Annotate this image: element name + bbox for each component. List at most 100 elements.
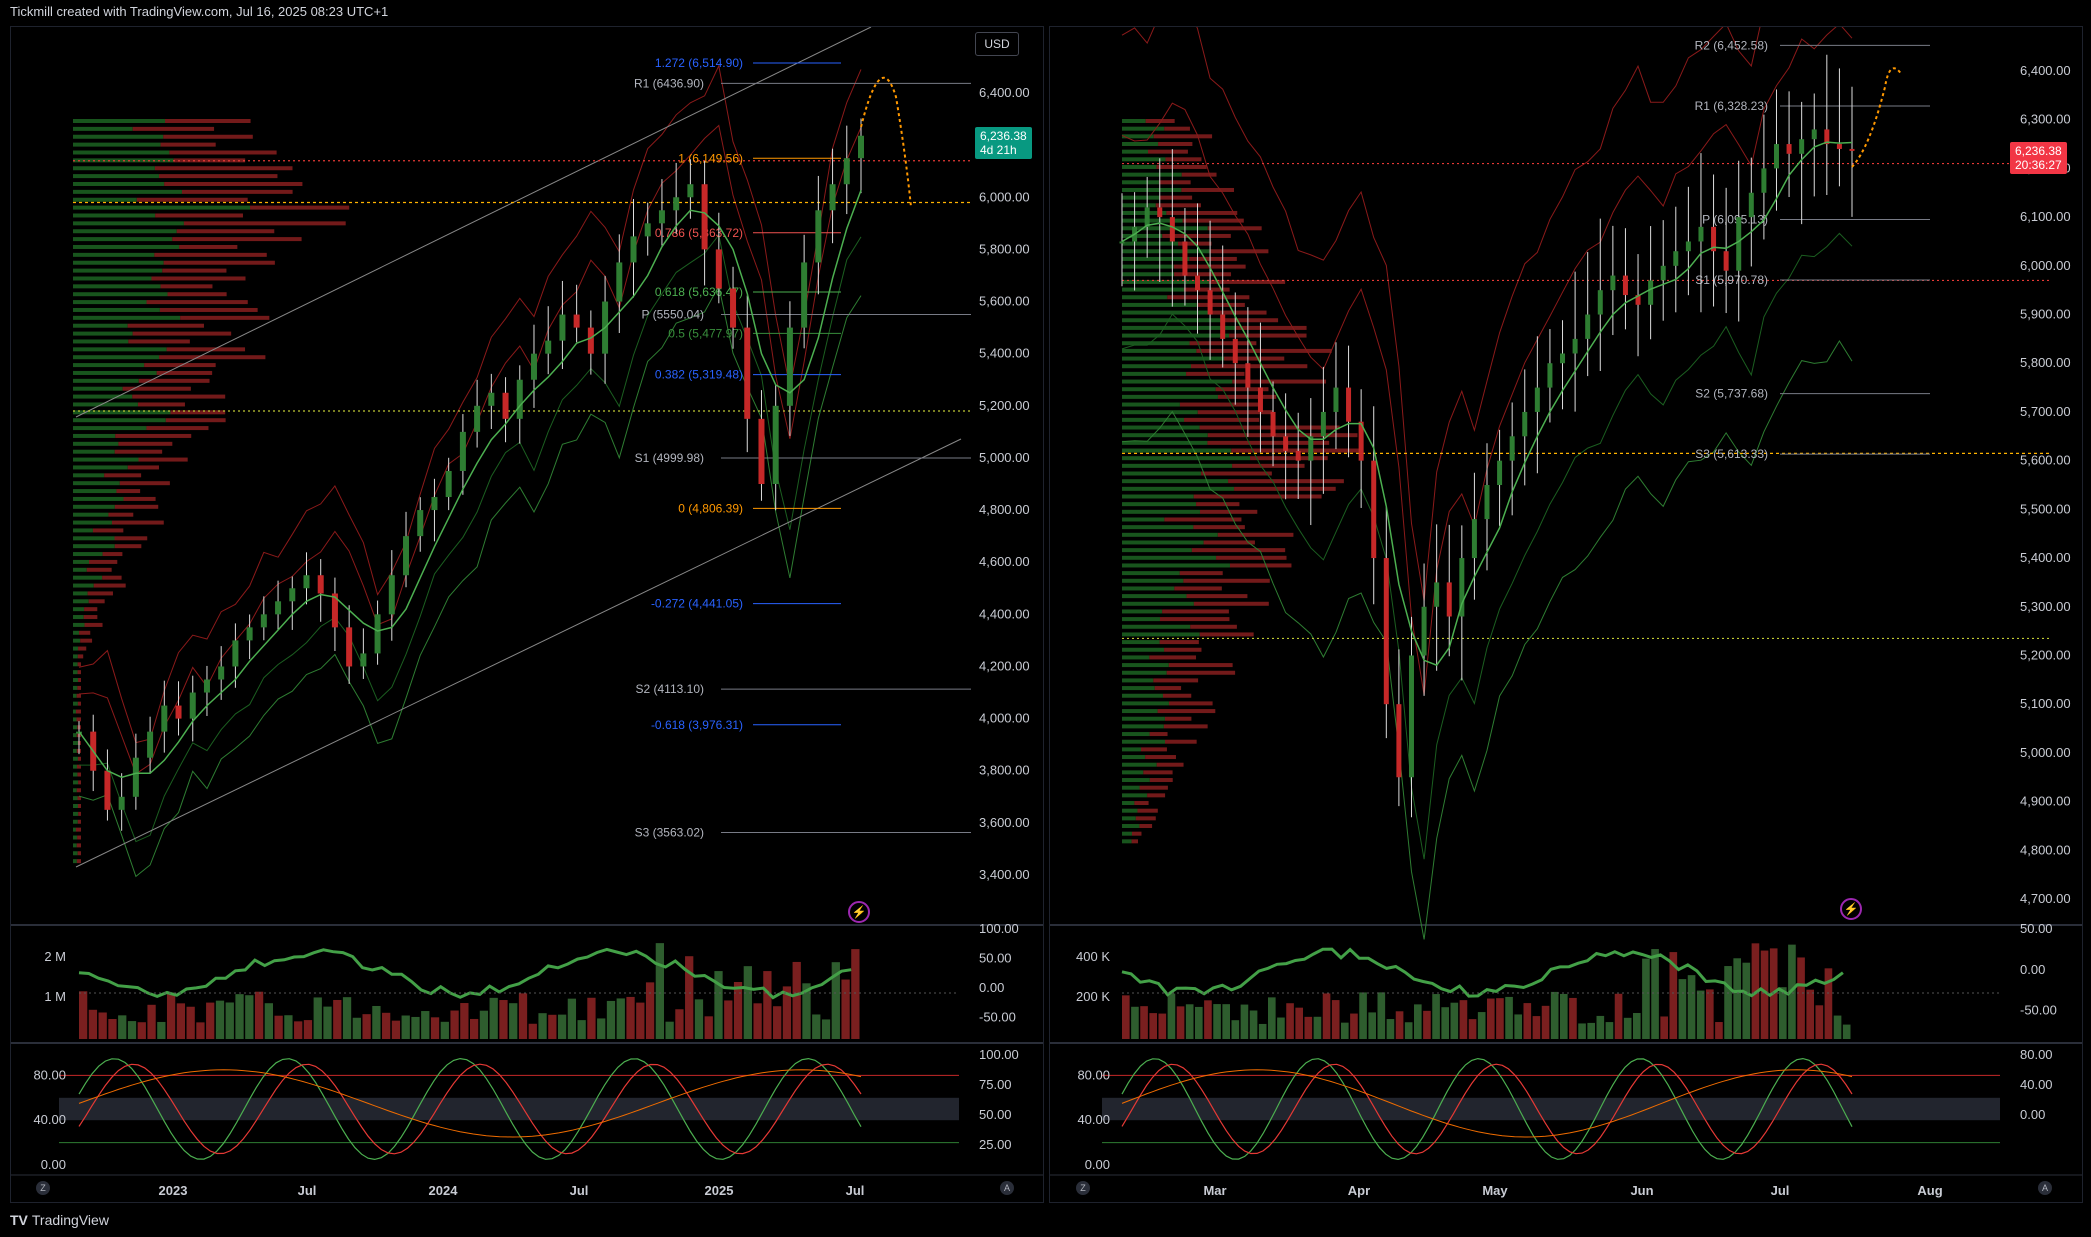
volume-profile-bar (73, 567, 87, 572)
candle-body (673, 197, 680, 211)
y-axis-tick-label: 6,100.00 (2020, 209, 2071, 224)
volume-bar (333, 999, 342, 1039)
oscillator-axis-label: 0.00 (2020, 962, 2045, 977)
candle-body (360, 653, 367, 667)
volume-profile-bar (1122, 816, 1136, 821)
candle-body (1333, 387, 1339, 412)
candle-body (658, 210, 665, 224)
volume-bar (1468, 1019, 1477, 1039)
volume-profile-bar (144, 363, 216, 368)
candle-body (118, 796, 125, 810)
volume-profile-bar (73, 229, 177, 234)
y-axis-tick-label: 6,400.00 (2020, 63, 2071, 78)
volume-bar (831, 962, 840, 1039)
volume-bar (215, 1000, 225, 1039)
candle-body (701, 184, 708, 250)
volume-bar (1423, 1010, 1431, 1039)
volume-profile-bar (1122, 180, 1159, 185)
level-label: -0.618 (3,976.31) (651, 718, 743, 732)
volume-profile-bar (1166, 210, 1238, 215)
volume-bar (1687, 975, 1696, 1039)
right-auto-icon[interactable]: A (2038, 1181, 2052, 1195)
candle-body (630, 236, 637, 263)
candle-body (1622, 275, 1628, 296)
volume-profile-bar (169, 150, 277, 155)
volume-profile-bar (1122, 716, 1165, 721)
volume-profile-bar (1181, 187, 1235, 192)
right-chart-panel[interactable]: 6,400.006,300.006,200.006,100.006,000.00… (1049, 26, 2083, 1203)
volume-profile-bar (1148, 149, 1188, 154)
volume-profile-bar (77, 756, 81, 761)
candle-body (474, 405, 481, 432)
candle-body (1497, 460, 1503, 485)
currency-button[interactable]: USD (975, 32, 1019, 56)
volume-profile-bar (77, 796, 81, 801)
volume-bar (851, 949, 860, 1039)
volume-profile-bar (1122, 310, 1209, 315)
volume-profile-bar (73, 323, 128, 328)
volume-profile-bar (73, 284, 161, 289)
volume-profile-bar (1122, 417, 1185, 422)
right-chart-svg[interactable]: 6,400.006,300.006,200.006,100.006,000.00… (1050, 27, 2083, 1203)
candle-body (858, 135, 864, 159)
volume-profile-bar (73, 693, 77, 698)
left-flash-icon[interactable]: ⚡ (848, 901, 870, 923)
candle-body (1761, 168, 1767, 193)
volume-profile-bar (119, 481, 170, 486)
right-zoom-icon[interactable]: Z (1076, 1181, 1090, 1195)
volume-profile-bar (73, 583, 94, 588)
candle-body (104, 770, 111, 810)
volume-profile-bar (1163, 724, 1208, 729)
candle-body (1257, 387, 1263, 412)
volume-profile-bar (159, 307, 258, 312)
volume-bar (1633, 1013, 1641, 1039)
volume-profile-bar (1122, 356, 1224, 361)
volume-bar (1569, 997, 1577, 1039)
volume-profile-bar (108, 512, 134, 517)
volume-bar (1550, 991, 1559, 1039)
volume-profile-bar (1156, 164, 1207, 169)
upper-band-line (1121, 27, 1761, 601)
volume-profile-bar (180, 315, 270, 320)
volume-profile-bar (1122, 532, 1218, 537)
volume-profile-bar (73, 386, 123, 391)
volume-bar (1432, 994, 1440, 1039)
stochastic-left-axis-label: 40.00 (33, 1112, 66, 1127)
left-chart-panel[interactable]: 6,400.006,200.006,000.005,800.005,600.00… (10, 26, 1044, 1203)
volume-bar (1286, 1003, 1294, 1039)
volume-profile-bar (1122, 425, 1200, 430)
candle-body (616, 262, 623, 302)
right-flash-icon[interactable]: ⚡ (1840, 898, 1862, 920)
left-auto-icon[interactable]: A (1000, 1181, 1014, 1195)
volume-profile-bar (73, 205, 251, 210)
candle-body (1560, 353, 1566, 364)
candle-body (1610, 275, 1616, 291)
candle-body (530, 353, 537, 380)
volume-profile-bar (1122, 693, 1163, 698)
volume-profile-bar (1122, 670, 1167, 675)
volume-profile-bar (73, 804, 78, 809)
volume-bar (1487, 998, 1495, 1039)
volume-profile-bar (1122, 617, 1160, 622)
candle-body (502, 392, 509, 419)
volume-profile-bar (1193, 601, 1269, 606)
left-zoom-icon[interactable]: Z (36, 1181, 50, 1195)
volume-profile-bar (1159, 617, 1230, 622)
volume-profile-bar (1122, 663, 1169, 668)
volume-profile-bar (73, 599, 89, 604)
level-label: R2 (6,452.58) (1695, 38, 1768, 52)
volume-profile-bar (1143, 770, 1173, 775)
volume-profile-bar (73, 268, 163, 273)
y-axis-tick-label: 4,700.00 (2020, 891, 2071, 906)
volume-profile-bar (73, 166, 155, 171)
y-axis-tick-label: 5,200.00 (2020, 647, 2071, 662)
volume-profile-bar (1215, 387, 1269, 392)
left-chart-svg[interactable]: 6,400.006,200.006,000.005,800.005,600.00… (11, 27, 1044, 1203)
volume-profile-bar (151, 276, 246, 281)
volume-profile-bar (132, 126, 215, 131)
volume-profile-bar (166, 347, 246, 352)
volume-profile-bar (165, 119, 251, 123)
volume-profile-bar (1122, 210, 1167, 215)
stochastic-left-axis-label: 0.00 (1085, 1157, 1110, 1172)
volume-profile-bar (1122, 402, 1180, 407)
